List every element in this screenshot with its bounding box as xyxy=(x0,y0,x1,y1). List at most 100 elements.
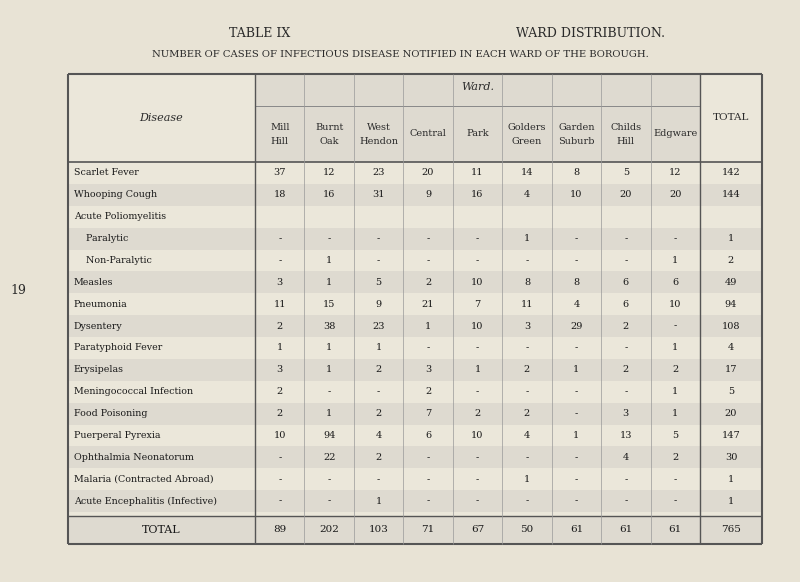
Text: 38: 38 xyxy=(323,322,335,331)
Text: 37: 37 xyxy=(274,168,286,178)
Text: 16: 16 xyxy=(471,190,484,199)
Text: 94: 94 xyxy=(323,431,335,440)
Text: 18: 18 xyxy=(274,190,286,199)
Text: 1: 1 xyxy=(326,409,332,418)
Text: Pneumonia: Pneumonia xyxy=(74,300,128,308)
Text: Ophthalmia Neonatorum: Ophthalmia Neonatorum xyxy=(74,453,194,462)
Text: 20: 20 xyxy=(669,190,682,199)
Text: 11: 11 xyxy=(274,300,286,308)
Bar xyxy=(68,337,762,359)
Text: Scarlet Fever: Scarlet Fever xyxy=(74,168,138,178)
Text: -: - xyxy=(624,387,627,396)
Text: -: - xyxy=(674,496,677,506)
Text: 61: 61 xyxy=(619,526,633,534)
Text: Malaria (Contracted Abroad): Malaria (Contracted Abroad) xyxy=(74,475,214,484)
Text: Puerperal Pyrexia: Puerperal Pyrexia xyxy=(74,431,161,440)
Text: 13: 13 xyxy=(619,431,632,440)
Text: -: - xyxy=(526,387,529,396)
Text: 20: 20 xyxy=(620,190,632,199)
Text: -: - xyxy=(574,496,578,506)
Text: 2: 2 xyxy=(728,256,734,265)
Text: 6: 6 xyxy=(622,278,629,287)
Text: -: - xyxy=(278,453,282,462)
Text: 23: 23 xyxy=(372,168,385,178)
Text: Hill: Hill xyxy=(270,137,289,146)
Text: Oak: Oak xyxy=(319,137,339,146)
Text: 49: 49 xyxy=(725,278,737,287)
Text: 7: 7 xyxy=(425,409,431,418)
Text: Hill: Hill xyxy=(617,137,635,146)
Text: 12: 12 xyxy=(323,168,335,178)
Text: 67: 67 xyxy=(471,526,484,534)
Text: 1: 1 xyxy=(326,343,332,353)
Bar xyxy=(68,74,762,544)
Text: 2: 2 xyxy=(375,409,382,418)
Text: 3: 3 xyxy=(277,278,283,287)
Text: 8: 8 xyxy=(574,168,579,178)
Text: 8: 8 xyxy=(574,278,579,287)
Text: 1: 1 xyxy=(728,496,734,506)
Text: 1: 1 xyxy=(524,475,530,484)
Text: -: - xyxy=(574,343,578,353)
Bar xyxy=(255,74,700,162)
Text: -: - xyxy=(476,387,479,396)
Text: Acute Encephalitis (Infective): Acute Encephalitis (Infective) xyxy=(74,496,217,506)
Text: -: - xyxy=(476,343,479,353)
Bar xyxy=(68,271,762,293)
Text: 10: 10 xyxy=(471,431,484,440)
Text: -: - xyxy=(574,256,578,265)
Text: -: - xyxy=(327,234,330,243)
Bar xyxy=(68,381,762,403)
Text: Paralytic: Paralytic xyxy=(74,234,128,243)
Text: 71: 71 xyxy=(422,526,434,534)
Text: Golders: Golders xyxy=(508,122,546,132)
Bar xyxy=(68,250,762,271)
Bar xyxy=(68,315,762,337)
Text: 202: 202 xyxy=(319,526,339,534)
Text: 1: 1 xyxy=(672,256,678,265)
Text: 2: 2 xyxy=(277,409,283,418)
Text: Non-Paralytic: Non-Paralytic xyxy=(74,256,152,265)
Text: TOTAL: TOTAL xyxy=(142,525,181,535)
Text: 3: 3 xyxy=(277,365,283,374)
Text: Central: Central xyxy=(410,130,446,139)
Text: NUMBER OF CASES OF INFECTIOUS DISEASE NOTIFIED IN EACH WARD OF THE BOROUGH.: NUMBER OF CASES OF INFECTIOUS DISEASE NO… xyxy=(152,50,648,59)
Text: TABLE IX: TABLE IX xyxy=(230,27,290,40)
Text: -: - xyxy=(278,496,282,506)
Text: 1: 1 xyxy=(326,365,332,374)
Text: 2: 2 xyxy=(425,387,431,396)
Text: 10: 10 xyxy=(570,190,582,199)
Text: -: - xyxy=(377,234,380,243)
Text: 2: 2 xyxy=(524,365,530,374)
Text: 1: 1 xyxy=(574,431,579,440)
Text: -: - xyxy=(377,256,380,265)
Text: 6: 6 xyxy=(622,300,629,308)
Text: 1: 1 xyxy=(728,475,734,484)
Text: -: - xyxy=(278,256,282,265)
Text: -: - xyxy=(327,496,330,506)
Bar xyxy=(68,469,762,490)
Text: 3: 3 xyxy=(524,322,530,331)
Text: Measles: Measles xyxy=(74,278,114,287)
Text: Erysipelas: Erysipelas xyxy=(74,365,124,374)
Text: Park: Park xyxy=(466,130,489,139)
Text: -: - xyxy=(526,343,529,353)
Bar xyxy=(68,293,762,315)
Text: 2: 2 xyxy=(524,409,530,418)
Text: -: - xyxy=(574,387,578,396)
Text: 6: 6 xyxy=(672,278,678,287)
Text: 144: 144 xyxy=(722,190,740,199)
Text: -: - xyxy=(574,409,578,418)
Text: 2: 2 xyxy=(672,365,678,374)
Text: -: - xyxy=(426,453,430,462)
Text: 11: 11 xyxy=(521,300,533,308)
Text: 1: 1 xyxy=(277,343,283,353)
Text: 2: 2 xyxy=(474,409,481,418)
Text: 1: 1 xyxy=(672,409,678,418)
Text: Burnt: Burnt xyxy=(315,122,343,132)
Text: -: - xyxy=(278,234,282,243)
Bar xyxy=(68,184,762,206)
Text: 10: 10 xyxy=(274,431,286,440)
Text: 31: 31 xyxy=(372,190,385,199)
Text: -: - xyxy=(476,475,479,484)
